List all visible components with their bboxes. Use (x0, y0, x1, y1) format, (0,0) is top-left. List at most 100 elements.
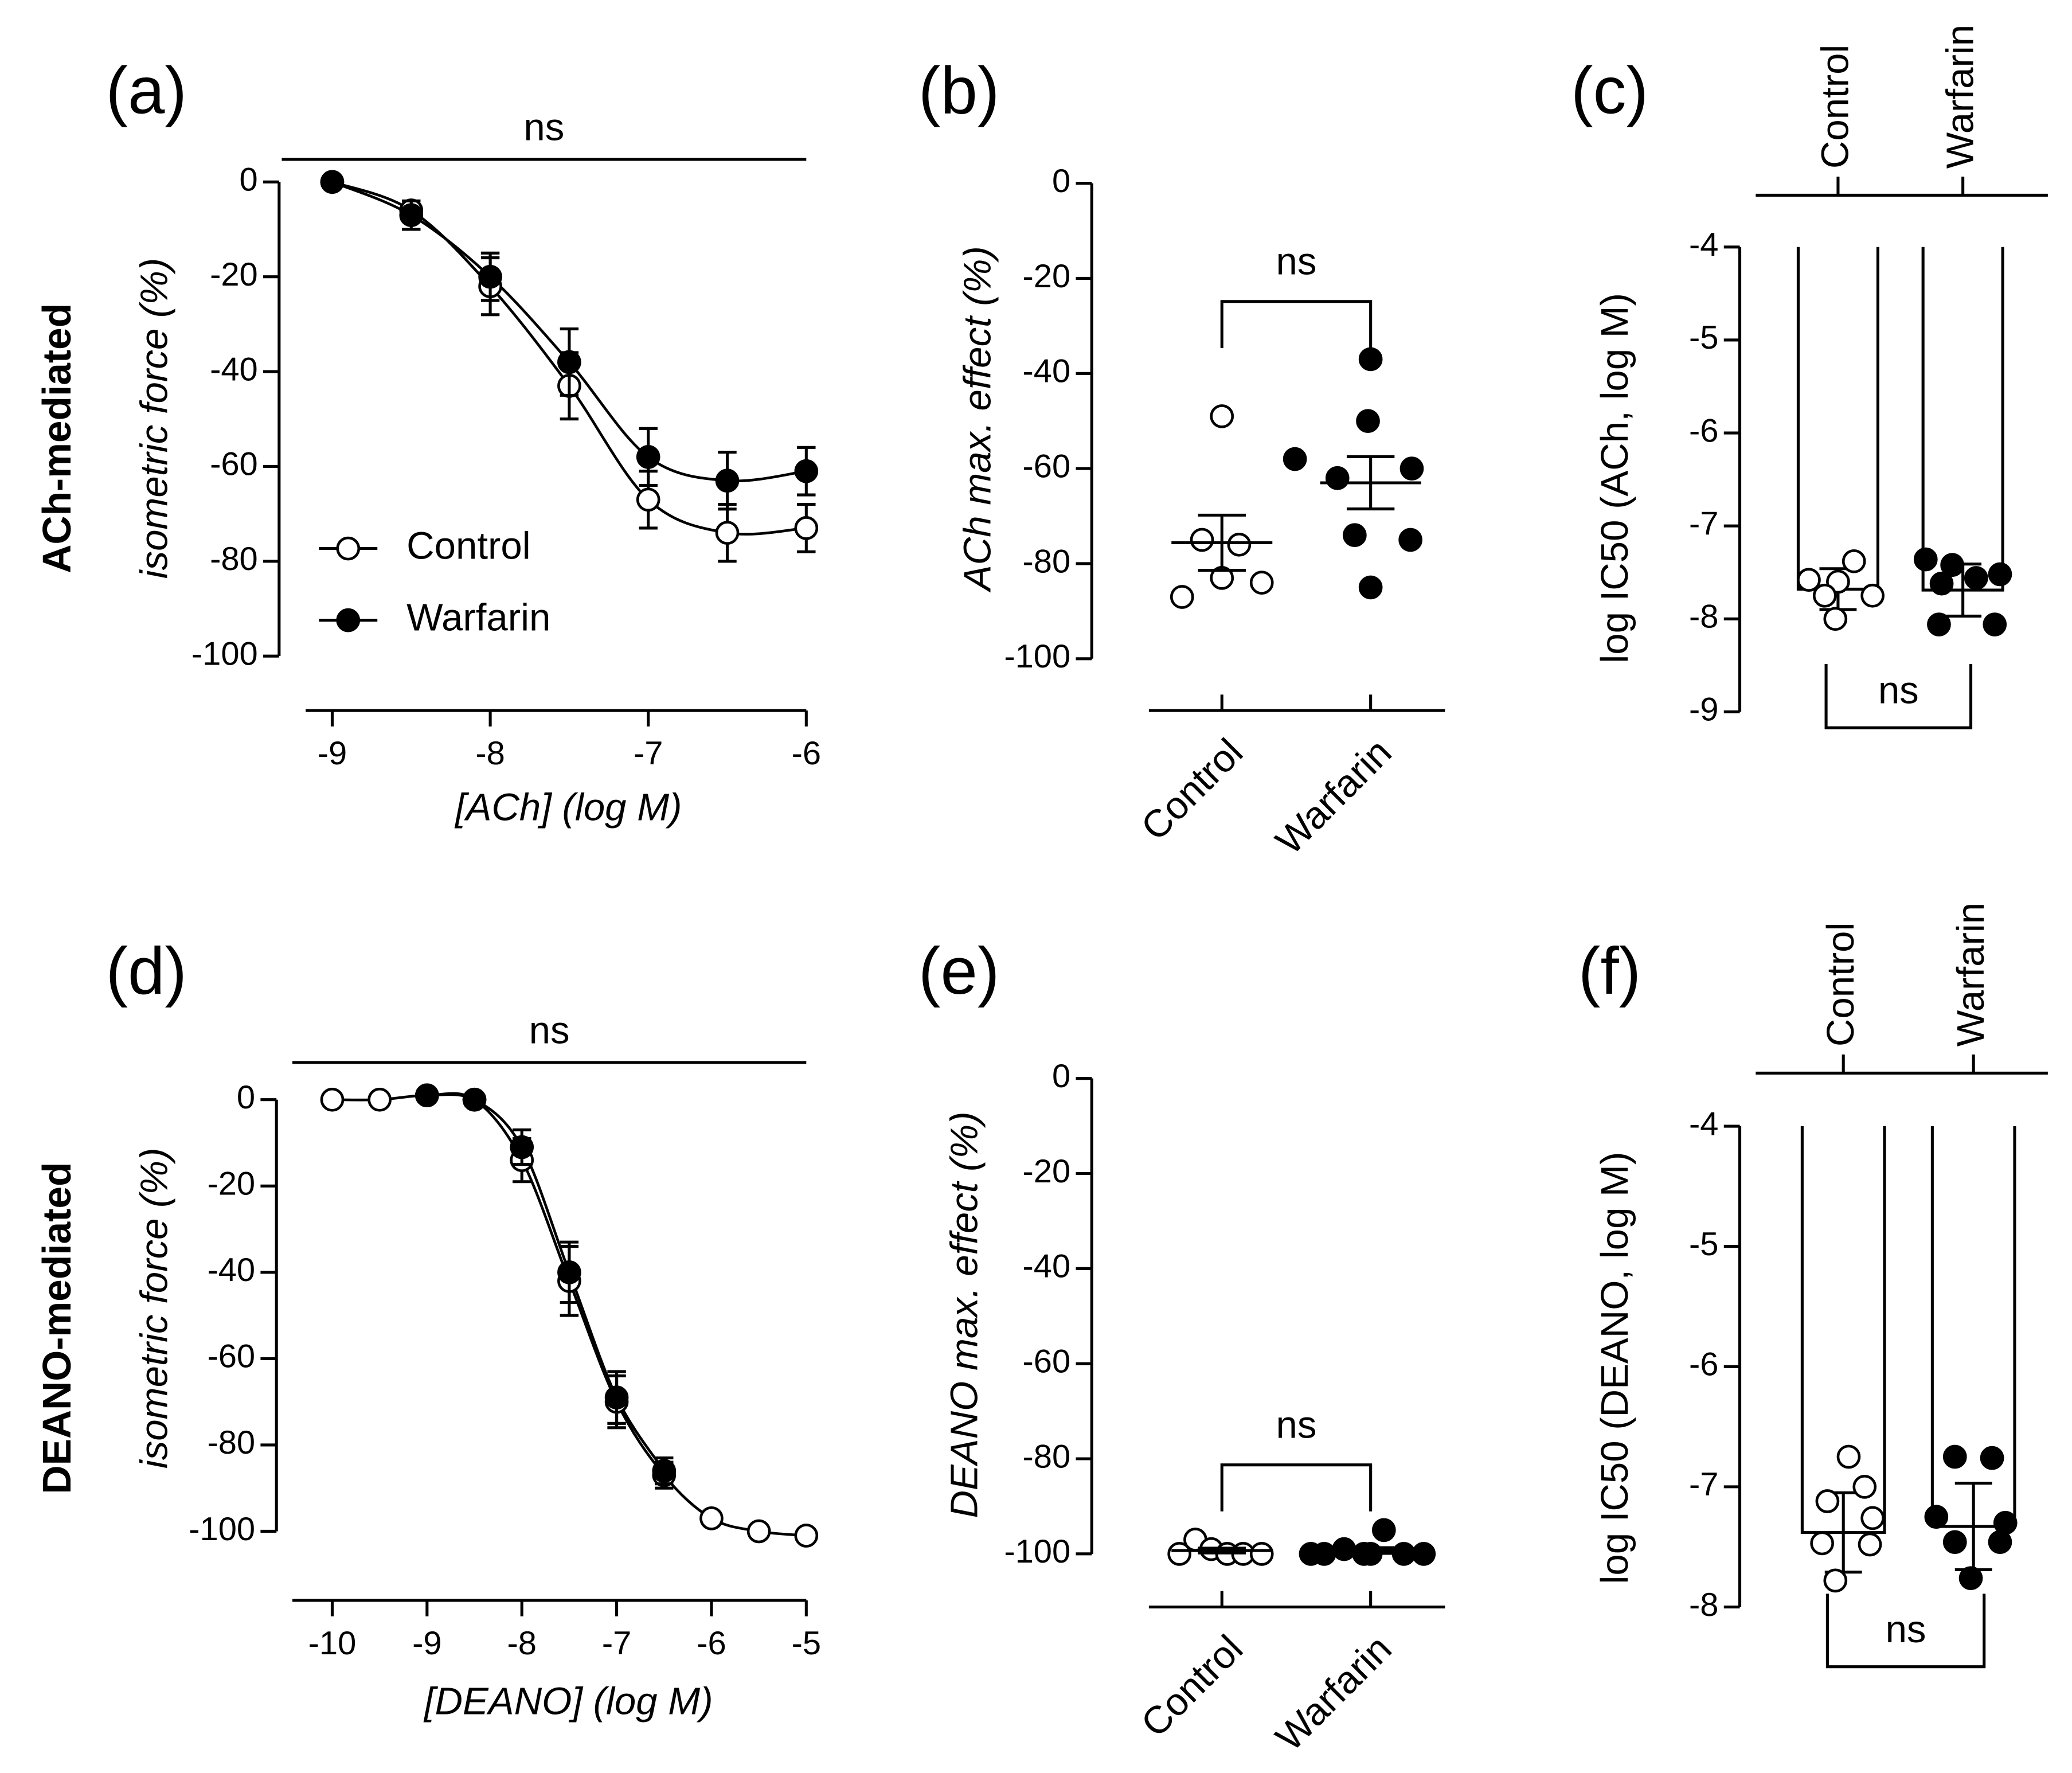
y-tick-label: 0 (237, 1079, 255, 1116)
marker (715, 521, 740, 545)
marker (399, 203, 424, 228)
marker (1391, 1541, 1416, 1566)
y-tick-label: -40 (1023, 1248, 1071, 1285)
y-tick-label: -80 (1023, 543, 1071, 580)
marker (1860, 1506, 1885, 1530)
bar (1930, 1126, 2016, 1528)
y-tick-label: -8 (1689, 599, 1718, 635)
legend-label: Warfarin (406, 596, 550, 639)
x-tick-label: -7 (634, 735, 663, 772)
bracket (1824, 664, 1973, 729)
marker (1842, 549, 1866, 573)
y-tick-label: -6 (1689, 1346, 1718, 1383)
marker (1358, 575, 1383, 600)
x-tick-label: -5 (792, 1625, 821, 1662)
y-tick-label: -40 (1023, 353, 1071, 390)
marker (794, 1524, 819, 1548)
marker (478, 264, 502, 289)
marker (557, 1260, 581, 1284)
marker (1942, 1444, 1967, 1469)
marker (1249, 1541, 1274, 1566)
marker (1852, 1475, 1877, 1499)
x-tick-label: -7 (602, 1625, 631, 1662)
marker (1823, 607, 1848, 631)
y-axis-label: log IC50 (DEANO, log M) (1593, 1152, 1636, 1584)
y-tick-label: -20 (207, 1166, 255, 1202)
marker (1325, 466, 1350, 490)
y-tick-label: -40 (210, 351, 258, 388)
y-tick-label: -9 (1689, 692, 1718, 728)
marker (652, 1459, 677, 1483)
y-tick-label: -20 (1023, 258, 1071, 295)
y-tick-label: -100 (1004, 1533, 1070, 1570)
marker (604, 1385, 629, 1409)
marker (794, 459, 819, 483)
marker (746, 1519, 771, 1544)
bar (1921, 247, 2004, 592)
marker (1988, 562, 2012, 587)
marker (1249, 571, 1274, 595)
x-tick-label: -8 (507, 1625, 536, 1662)
marker (1210, 404, 1234, 428)
panel-label: (f) (1578, 934, 1641, 1008)
fit-curve (427, 1093, 666, 1472)
x-tick-label: Warfarin (1949, 903, 1992, 1046)
x-tick-label: -9 (318, 735, 347, 772)
annotation: ns (529, 1009, 570, 1052)
marker (462, 1087, 487, 1112)
marker (1412, 1541, 1436, 1566)
marker (1836, 1444, 1861, 1469)
y-tick-label: -60 (1023, 1343, 1071, 1380)
marker (1964, 566, 1988, 590)
bracket (1220, 300, 1373, 348)
marker (1823, 1568, 1848, 1593)
marker (715, 468, 740, 493)
y-tick-label: -40 (207, 1252, 255, 1288)
y-tick-label: -5 (1689, 319, 1718, 356)
panel-label: (e) (918, 934, 1000, 1008)
y-tick-label: 0 (1052, 1058, 1070, 1095)
y-tick-label: -80 (207, 1424, 255, 1461)
annotation: ns (1886, 1608, 1926, 1651)
x-tick-label: -6 (697, 1625, 726, 1662)
marker (1190, 528, 1214, 552)
bracket (1825, 1594, 1986, 1669)
marker (1988, 1530, 2012, 1555)
x-tick-label: Control (1819, 923, 1862, 1047)
marker (1942, 1530, 1967, 1555)
marker (1940, 553, 1964, 577)
panel-label: (a) (105, 53, 187, 127)
y-tick-label: -100 (189, 1511, 255, 1548)
marker (1399, 456, 1424, 481)
legend-marker (336, 608, 361, 632)
marker (1170, 585, 1194, 609)
y-tick-label: -20 (1023, 1153, 1071, 1190)
marker (1858, 1532, 1882, 1557)
legend-label: Control (406, 524, 530, 567)
y-axis-label: ACh max. effect (%) (956, 246, 999, 593)
y-tick-label: -80 (1023, 1438, 1071, 1475)
marker (368, 1087, 392, 1112)
marker (1815, 1489, 1840, 1513)
marker (1283, 447, 1307, 471)
marker (1993, 1510, 2018, 1535)
x-tick-label: -6 (792, 735, 821, 772)
row-label: ACh-mediated (34, 303, 79, 573)
marker (636, 487, 660, 512)
marker (1980, 1446, 2004, 1470)
y-tick-label: -80 (210, 541, 258, 577)
y-tick-label: -7 (1689, 1466, 1718, 1503)
marker (1958, 1566, 1983, 1591)
marker (510, 1135, 534, 1159)
marker (1924, 1505, 1949, 1529)
marker (1860, 583, 1885, 608)
x-tick-label: -10 (308, 1625, 357, 1662)
marker (1797, 568, 1821, 592)
y-tick-label: -6 (1689, 412, 1718, 449)
y-tick-label: -60 (207, 1338, 255, 1375)
x-axis-label: [ACh] (log M) (454, 786, 682, 829)
y-tick-label: -8 (1689, 1587, 1718, 1623)
y-tick-label: -4 (1689, 1106, 1718, 1142)
x-tick-label: Control (1814, 45, 1857, 169)
marker (1810, 1531, 1834, 1556)
